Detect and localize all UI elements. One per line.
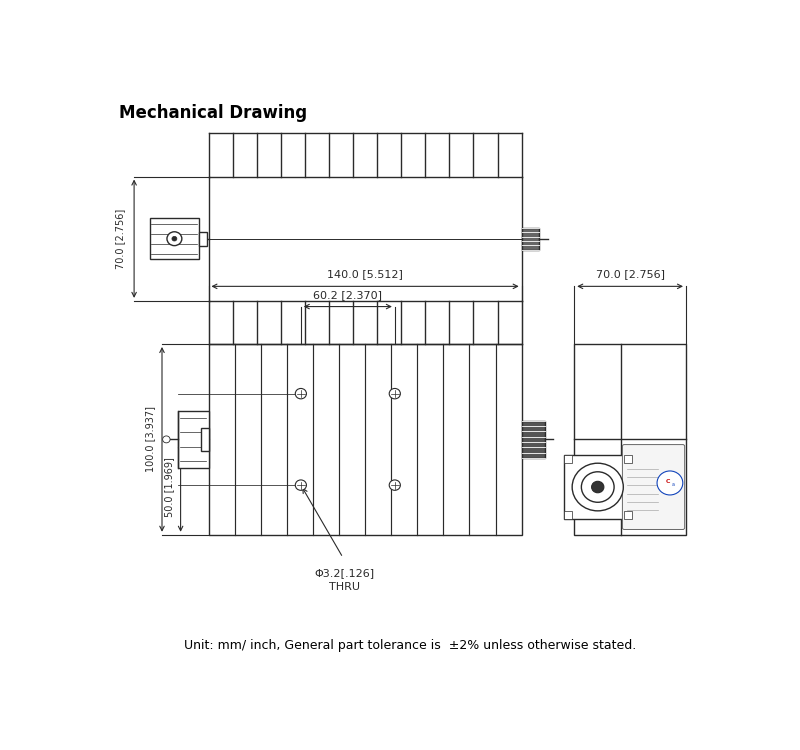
Text: a: a <box>672 482 675 488</box>
FancyBboxPatch shape <box>622 445 685 530</box>
Bar <box>199 232 206 246</box>
Bar <box>522 421 545 458</box>
Bar <box>564 512 572 519</box>
Circle shape <box>167 232 182 246</box>
Bar <box>209 344 522 535</box>
Bar <box>564 455 572 463</box>
Bar <box>624 512 632 519</box>
Bar <box>150 218 199 259</box>
Circle shape <box>582 472 614 502</box>
Circle shape <box>591 482 604 493</box>
Circle shape <box>295 388 306 399</box>
Circle shape <box>657 471 683 495</box>
Text: Unit: mm/ inch, General part tolerance is  ±2% unless otherwise stated.: Unit: mm/ inch, General part tolerance i… <box>184 639 636 652</box>
Circle shape <box>572 464 623 511</box>
Bar <box>624 455 632 463</box>
Circle shape <box>295 480 306 490</box>
Text: 140.0 [5.512]: 140.0 [5.512] <box>327 268 403 279</box>
Text: Φ3.2[.126]: Φ3.2[.126] <box>315 568 375 578</box>
Circle shape <box>390 388 400 399</box>
Text: C: C <box>666 478 670 484</box>
Circle shape <box>162 436 170 442</box>
Text: 50.0 [1.969]: 50.0 [1.969] <box>165 457 174 517</box>
Bar <box>201 427 209 451</box>
Circle shape <box>172 236 177 241</box>
Text: 70.0 [2.756]: 70.0 [2.756] <box>595 268 665 279</box>
Text: 60.2 [2.370]: 60.2 [2.370] <box>314 290 382 300</box>
Bar <box>522 228 539 250</box>
Text: Mechanical Drawing: Mechanical Drawing <box>118 104 306 122</box>
Bar <box>564 455 632 519</box>
Text: THRU: THRU <box>330 582 360 592</box>
Bar <box>574 344 686 535</box>
Circle shape <box>390 480 400 490</box>
Text: 70.0 [2.756]: 70.0 [2.756] <box>115 209 126 268</box>
Text: 100.0 [3.937]: 100.0 [3.937] <box>145 406 154 472</box>
Bar <box>178 410 209 468</box>
